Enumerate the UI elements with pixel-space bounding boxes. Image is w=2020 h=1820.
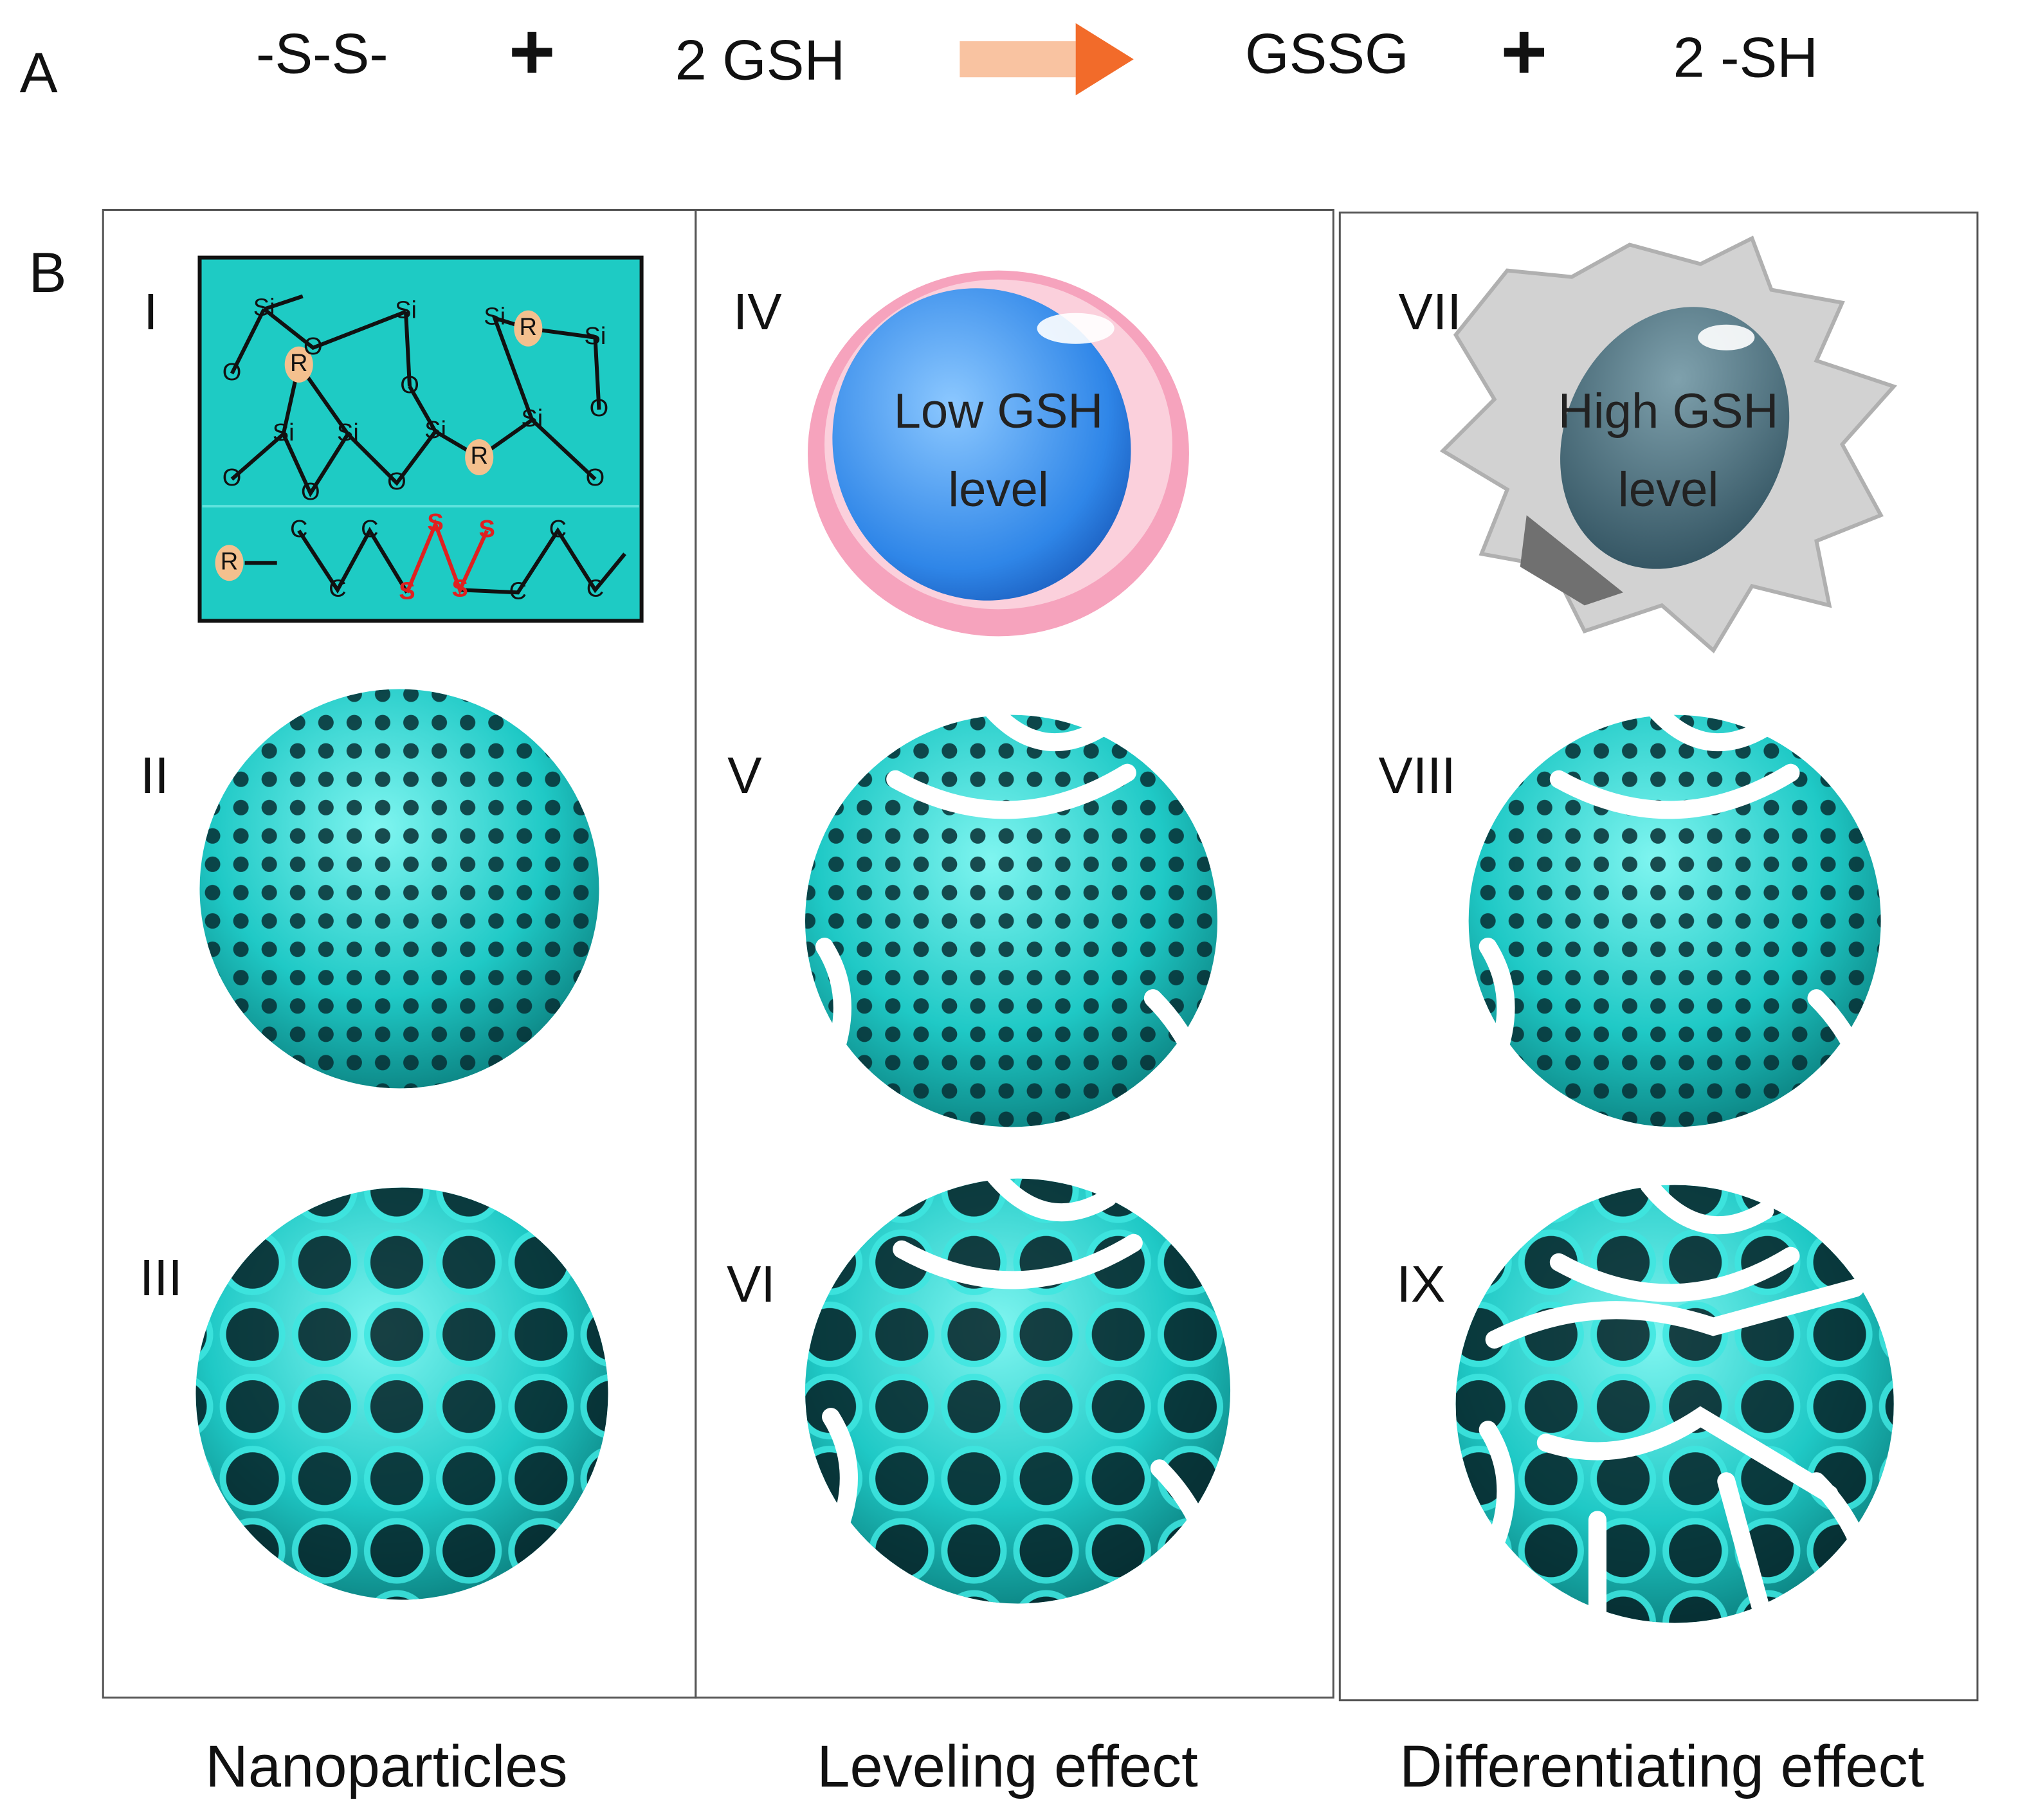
crack: [983, 1163, 1117, 1222]
product: GSSG: [1245, 21, 1409, 85]
crack: [1640, 693, 1774, 752]
cell-label: Low GSH: [894, 384, 1104, 439]
atom-label: C: [549, 516, 567, 543]
sphere-pores: [1455, 1185, 1894, 1623]
panel-number: IX: [1397, 1255, 1446, 1313]
crack: [822, 1408, 858, 1542]
panel-number: I: [143, 282, 158, 340]
atom-label: O: [590, 395, 609, 422]
atom-label: C: [587, 575, 604, 602]
crack: [1143, 989, 1214, 1098]
cell-label: level: [1618, 462, 1719, 517]
atom-label: Si: [273, 419, 295, 446]
sphere-pores: [199, 689, 599, 1089]
panel-number: V: [727, 746, 762, 804]
atom-label: S: [479, 516, 495, 543]
atom-label: Si: [521, 405, 543, 432]
atom-label: O: [387, 468, 406, 495]
product: 2 -SH: [1673, 25, 1818, 89]
atom-label: Si: [484, 304, 505, 331]
atom-label: O: [304, 333, 323, 360]
spheres: [196, 689, 1894, 1632]
frames: [102, 208, 1979, 1702]
r-group-bg: [215, 545, 244, 581]
panel-number: VIII: [1378, 746, 1455, 804]
atom-label: Si: [585, 323, 606, 350]
crack: [1640, 1176, 1774, 1235]
atom-label: O: [400, 372, 419, 399]
panel-number: II: [140, 746, 169, 804]
atom-label: Si: [337, 419, 359, 446]
sphere-pores: [1468, 714, 1881, 1127]
atom-label: Si: [253, 295, 275, 322]
crack: [1479, 938, 1515, 1072]
r-group-bg: [514, 310, 543, 347]
crack: [815, 938, 851, 1072]
panel-number: VI: [727, 1255, 776, 1313]
reactant: 2 GSH: [675, 28, 845, 91]
crack: [1536, 1406, 1839, 1504]
atom-label: S: [427, 509, 443, 536]
sphere-pores: [805, 714, 1218, 1127]
plus: +: [509, 8, 556, 96]
crack: [1150, 1459, 1221, 1568]
crack: [1807, 989, 1877, 1098]
crack: [886, 763, 1136, 819]
r-group-bg: [465, 439, 494, 476]
column-caption: Differentiating effect: [1399, 1733, 1924, 1799]
panel-label: B: [29, 241, 67, 304]
sphere-pores: [196, 1187, 608, 1600]
column-caption: Leveling effect: [817, 1733, 1197, 1799]
cell-label: High GSH: [1558, 384, 1779, 439]
crack: [1717, 1472, 1774, 1632]
atom-label: S: [451, 575, 468, 602]
panel-number: III: [140, 1248, 183, 1306]
atom-label: S: [399, 578, 415, 605]
atom-label: R: [221, 548, 238, 575]
atom-label: O: [223, 464, 242, 491]
crack: [893, 1233, 1143, 1289]
crack: [1479, 1421, 1515, 1555]
column-caption: Nanoparticles: [205, 1733, 567, 1799]
cell-label: level: [948, 462, 1049, 517]
reactant: -S-S-: [256, 21, 388, 85]
crack: [1549, 763, 1800, 819]
sphere-pores: [805, 1178, 1231, 1604]
atom-label: R: [290, 350, 307, 377]
atom-label: O: [301, 478, 320, 505]
panel-number: VII: [1399, 282, 1462, 340]
atom-label: O: [223, 359, 242, 386]
atom-label: C: [329, 575, 346, 602]
crack: [1549, 1246, 1800, 1302]
crack: [1485, 1279, 1864, 1349]
atom-label: Si: [424, 417, 446, 444]
plus: +: [1501, 8, 1548, 96]
r-group-bg: [284, 346, 313, 383]
panel-number: IV: [733, 282, 782, 340]
crack: [976, 693, 1111, 752]
atom-label: O: [586, 464, 605, 491]
reaction-arrow: [960, 23, 1134, 96]
atom-label: C: [509, 578, 527, 605]
atom-label: C: [361, 516, 378, 543]
atom-label: R: [520, 314, 537, 341]
atom-label: R: [470, 442, 487, 469]
tumor-cell: [1439, 235, 1897, 654]
panel-label: A: [20, 41, 58, 104]
atom-label: C: [290, 516, 307, 543]
normal-cell: [807, 270, 1189, 637]
atom-label: Si: [395, 297, 417, 324]
